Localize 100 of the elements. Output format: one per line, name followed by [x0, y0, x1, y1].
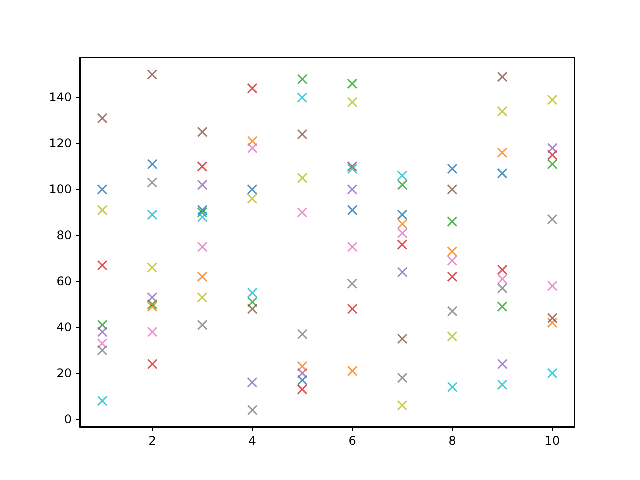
- point: [297, 384, 308, 395]
- point: [447, 164, 458, 174]
- point: [397, 210, 408, 220]
- point: [247, 304, 258, 314]
- point: [297, 361, 308, 372]
- point: [147, 302, 158, 312]
- point: [447, 246, 458, 257]
- point: [97, 338, 108, 349]
- point: [397, 334, 408, 344]
- point: [497, 168, 508, 179]
- point: [547, 150, 558, 160]
- point: [447, 272, 458, 282]
- point: [97, 113, 108, 124]
- y-tick-label: 100: [49, 182, 72, 197]
- point: [497, 148, 508, 158]
- point: [497, 359, 508, 370]
- point: [97, 345, 108, 356]
- point: [197, 292, 208, 303]
- point: [447, 382, 458, 392]
- point: [147, 299, 158, 310]
- point: [397, 240, 408, 250]
- point: [347, 304, 358, 314]
- point: [497, 264, 508, 276]
- point: [547, 214, 558, 225]
- point: [547, 368, 558, 379]
- point: [197, 126, 208, 138]
- point: [297, 368, 308, 379]
- point: [447, 216, 458, 228]
- point: [147, 326, 158, 338]
- point: [97, 184, 108, 195]
- point: [97, 260, 108, 271]
- point: [197, 180, 208, 190]
- point: [247, 377, 258, 388]
- point: [397, 400, 408, 411]
- point: [397, 170, 408, 182]
- x-tick-label: 4: [248, 434, 256, 448]
- point: [147, 70, 158, 80]
- point: [497, 72, 508, 82]
- point: [147, 359, 158, 370]
- x-tick-label: 6: [348, 434, 356, 448]
- point: [147, 292, 158, 303]
- point: [497, 274, 508, 285]
- point: [547, 313, 558, 324]
- point: [347, 242, 358, 252]
- point: [97, 205, 108, 216]
- point: [197, 272, 208, 282]
- point: [397, 180, 408, 190]
- point: [297, 129, 308, 140]
- point: [247, 143, 258, 154]
- point: [547, 318, 558, 328]
- point: [547, 159, 558, 170]
- point: [247, 194, 258, 204]
- y-tick-label: 140: [49, 90, 72, 105]
- point: [247, 288, 258, 298]
- point: [547, 143, 558, 154]
- y-tick-label: 80: [56, 228, 72, 243]
- point: [447, 306, 458, 317]
- point: [197, 161, 208, 172]
- point: [147, 178, 158, 188]
- point: [397, 372, 408, 384]
- point: [97, 320, 108, 330]
- point: [147, 262, 158, 274]
- point: [147, 159, 158, 170]
- point: [347, 161, 358, 172]
- x-tick-label: 10: [544, 434, 560, 448]
- point: [397, 267, 408, 278]
- point: [397, 228, 408, 239]
- point: [497, 106, 508, 117]
- point: [197, 320, 208, 330]
- point: [347, 205, 358, 216]
- point: [297, 92, 308, 103]
- point: [347, 278, 358, 290]
- x-tick-label: 2: [148, 434, 156, 448]
- point: [297, 172, 308, 184]
- point: [497, 283, 508, 294]
- x-tick-label: 8: [448, 434, 456, 448]
- point: [247, 404, 258, 416]
- point: [147, 210, 158, 220]
- point: [447, 184, 458, 195]
- point: [347, 366, 358, 376]
- point: [397, 218, 408, 230]
- point: [297, 207, 308, 218]
- y-tick-label: 0: [64, 412, 72, 426]
- point: [547, 280, 558, 292]
- y-tick-label: 20: [56, 366, 72, 380]
- point: [347, 184, 358, 195]
- point: [447, 331, 458, 342]
- point: [547, 94, 558, 106]
- point: [197, 212, 208, 222]
- point: [347, 164, 358, 174]
- point: [247, 136, 258, 147]
- y-tick-label: 40: [56, 320, 72, 335]
- point: [97, 326, 108, 338]
- point: [347, 78, 358, 90]
- y-tick-label: 120: [49, 136, 72, 151]
- point: [197, 242, 208, 252]
- point: [297, 74, 308, 85]
- y-tick-label: 60: [56, 274, 72, 289]
- point: [497, 380, 508, 390]
- point: [347, 97, 358, 108]
